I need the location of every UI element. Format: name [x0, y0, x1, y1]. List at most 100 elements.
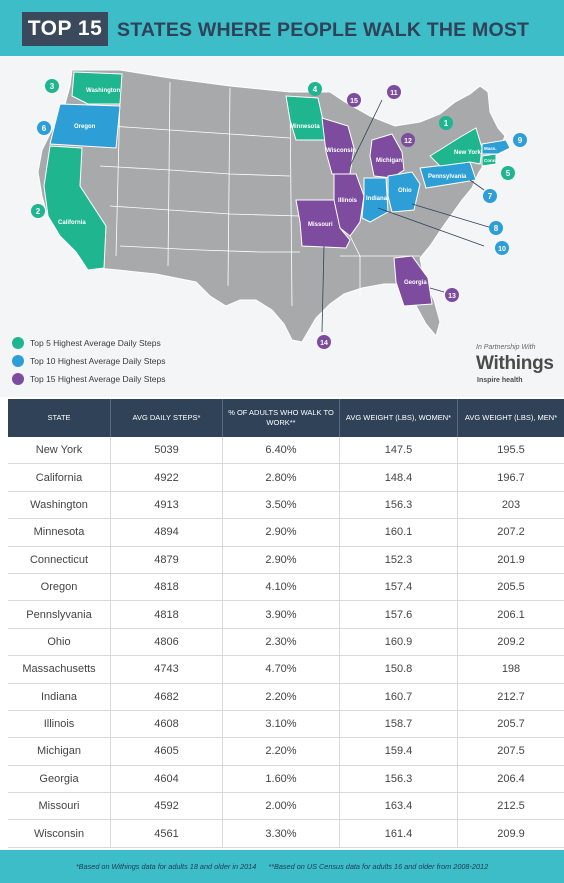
map-legend: Top 5 Highest Average Daily Steps Top 10…: [12, 334, 165, 388]
cell-weight-women: 159.4: [340, 738, 458, 765]
label-massachusetts: Mass.: [484, 146, 497, 151]
withings-tagline: Inspire health: [477, 377, 523, 384]
state-washington: [71, 71, 123, 105]
cell-state: Georgia: [8, 765, 111, 793]
table-row: Pennslyvania 4818 3.90% 157.6 206.1: [8, 601, 564, 629]
state-oregon: [49, 103, 121, 149]
cell-state: Oregon: [8, 573, 111, 601]
svg-text:1: 1: [444, 119, 449, 128]
col-header-state: STATE: [8, 399, 111, 437]
cell-weight-men: 206.1: [497, 608, 525, 621]
svg-text:6: 6: [42, 124, 47, 133]
cell-state: Illinois: [8, 710, 111, 738]
col-header-weight-women: AVG WEIGHT (LBS), WOMEN*: [340, 399, 458, 437]
table-row: Illinois 4608 3.10% 158.7 205.7: [8, 710, 564, 739]
cell-weight-men: 207.5: [497, 745, 525, 758]
marker-3: 3: [45, 79, 59, 93]
label-illinois: Illinois: [338, 198, 358, 204]
table-row: Minnesota 4894 2.90% 160.1 207.2: [8, 519, 564, 547]
svg-text:5: 5: [506, 169, 511, 178]
marker-15: 15: [347, 93, 361, 107]
table-row: Indiana 4682 2.20% 160.7 212.7: [8, 683, 564, 711]
cell-walk-to-work: 3.30%: [223, 820, 340, 847]
cell-steps: 4894: [111, 519, 223, 546]
cell-weight-men: 212.5: [497, 800, 525, 813]
marker-9: 9: [513, 133, 527, 147]
cell-steps: 4592: [111, 793, 223, 820]
cell-state: Michigan: [8, 738, 111, 765]
cell-steps: 4879: [111, 546, 223, 573]
state-california: [43, 145, 107, 271]
svg-text:14: 14: [320, 340, 328, 347]
cell-weight-men: 205.5: [497, 581, 525, 594]
label-pennsylvania: Pennsylvania: [428, 174, 467, 180]
cell-steps: 4806: [111, 628, 223, 656]
marker-12: 12: [401, 133, 415, 147]
top15-badge: TOP 15: [22, 12, 108, 46]
cell-weight-women: 156.3: [340, 491, 458, 519]
cell-weight-men: 201.9: [497, 553, 525, 566]
cell-steps: 4561: [111, 820, 223, 847]
state-connecticut: [481, 153, 497, 167]
label-ohio: Ohio: [398, 188, 412, 194]
cell-state: New York: [8, 437, 111, 464]
legend-item-top5: Top 5 Highest Average Daily Steps: [12, 334, 165, 352]
col-header-walk-to-work: % OF ADULTS WHO WALK TO WORK**: [223, 399, 340, 437]
cell-weight-men: 198: [501, 663, 521, 676]
cell-weight-men: 196.7: [497, 471, 525, 484]
cell-state: Connecticut: [8, 546, 111, 573]
marker-8: 8: [489, 221, 503, 235]
cell-steps: 4922: [111, 464, 223, 491]
label-missouri: Missouri: [308, 222, 333, 228]
cell-walk-to-work: 3.90%: [223, 601, 340, 628]
cell-steps: 4818: [111, 573, 223, 601]
top10-dot-icon: [12, 355, 24, 367]
table-row: Massachusetts 4743 4.70% 150.8 198: [8, 656, 564, 684]
page-title: STATES WHERE PEOPLE WALK THE MOST: [117, 19, 530, 41]
cell-weight-women: 160.1: [340, 519, 458, 546]
cell-state: Washington: [8, 491, 111, 519]
cell-walk-to-work: 2.30%: [223, 628, 340, 656]
cell-weight-women: 160.9: [340, 628, 458, 656]
state-borders: [99, 81, 420, 307]
cell-walk-to-work: 1.60%: [223, 765, 340, 793]
marker-5: 5: [501, 166, 515, 180]
table-row: Wisconsin 4561 3.30% 161.4 209.9: [8, 820, 564, 848]
legend-label: Top 15 Highest Average Daily Steps: [30, 374, 166, 384]
cell-walk-to-work: 6.40%: [223, 437, 340, 464]
title-banner: TOP 15 STATES WHERE PEOPLE WALK THE MOST: [0, 0, 564, 56]
footnotes: *Based on Withings data for adults 18 an…: [0, 850, 564, 883]
table-row: Missouri 4592 2.00% 163.4 212.5: [8, 793, 564, 821]
footnote-withings: *Based on Withings data for adults 18 an…: [75, 862, 257, 871]
cell-walk-to-work: 2.90%: [223, 519, 340, 546]
marker-6: 6: [37, 121, 51, 135]
cell-state: Pennslyvania: [8, 601, 111, 628]
state-new-york: [429, 127, 483, 167]
svg-text:9: 9: [518, 136, 523, 145]
cell-state: Indiana: [8, 683, 111, 710]
cell-weight-men: 203: [501, 498, 521, 511]
cell-weight-women: 150.8: [340, 656, 458, 683]
cell-walk-to-work: 3.50%: [223, 491, 340, 519]
table-header: STATE AVG DAILY STEPS* % OF ADULTS WHO W…: [8, 399, 564, 437]
svg-text:15: 15: [350, 98, 358, 105]
marker-2: 2: [31, 204, 45, 218]
marker-4: 4: [308, 82, 322, 96]
cell-weight-men: 195.5: [497, 444, 525, 457]
svg-text:4: 4: [313, 85, 318, 94]
cell-weight-women: 148.4: [340, 464, 458, 491]
cell-steps: 4604: [111, 765, 223, 793]
state-massachusetts: [481, 139, 511, 155]
cell-steps: 4608: [111, 710, 223, 738]
svg-text:12: 12: [404, 138, 412, 145]
us-map: Washington Oregon California Minnesota W…: [31, 69, 527, 349]
cell-walk-to-work: 4.10%: [223, 573, 340, 601]
cell-steps: 5039: [111, 437, 223, 464]
col-header-weight-men: AVG WEIGHT (LBS), MEN*: [464, 413, 558, 422]
marker-14: 14: [317, 335, 331, 349]
label-wisconsin: Wisconsin: [326, 148, 356, 154]
withings-logo: Withings: [476, 353, 554, 374]
svg-text:7: 7: [488, 192, 493, 201]
cell-steps: 4682: [111, 683, 223, 710]
table-row: Michigan 4605 2.20% 159.4 207.5: [8, 738, 564, 766]
